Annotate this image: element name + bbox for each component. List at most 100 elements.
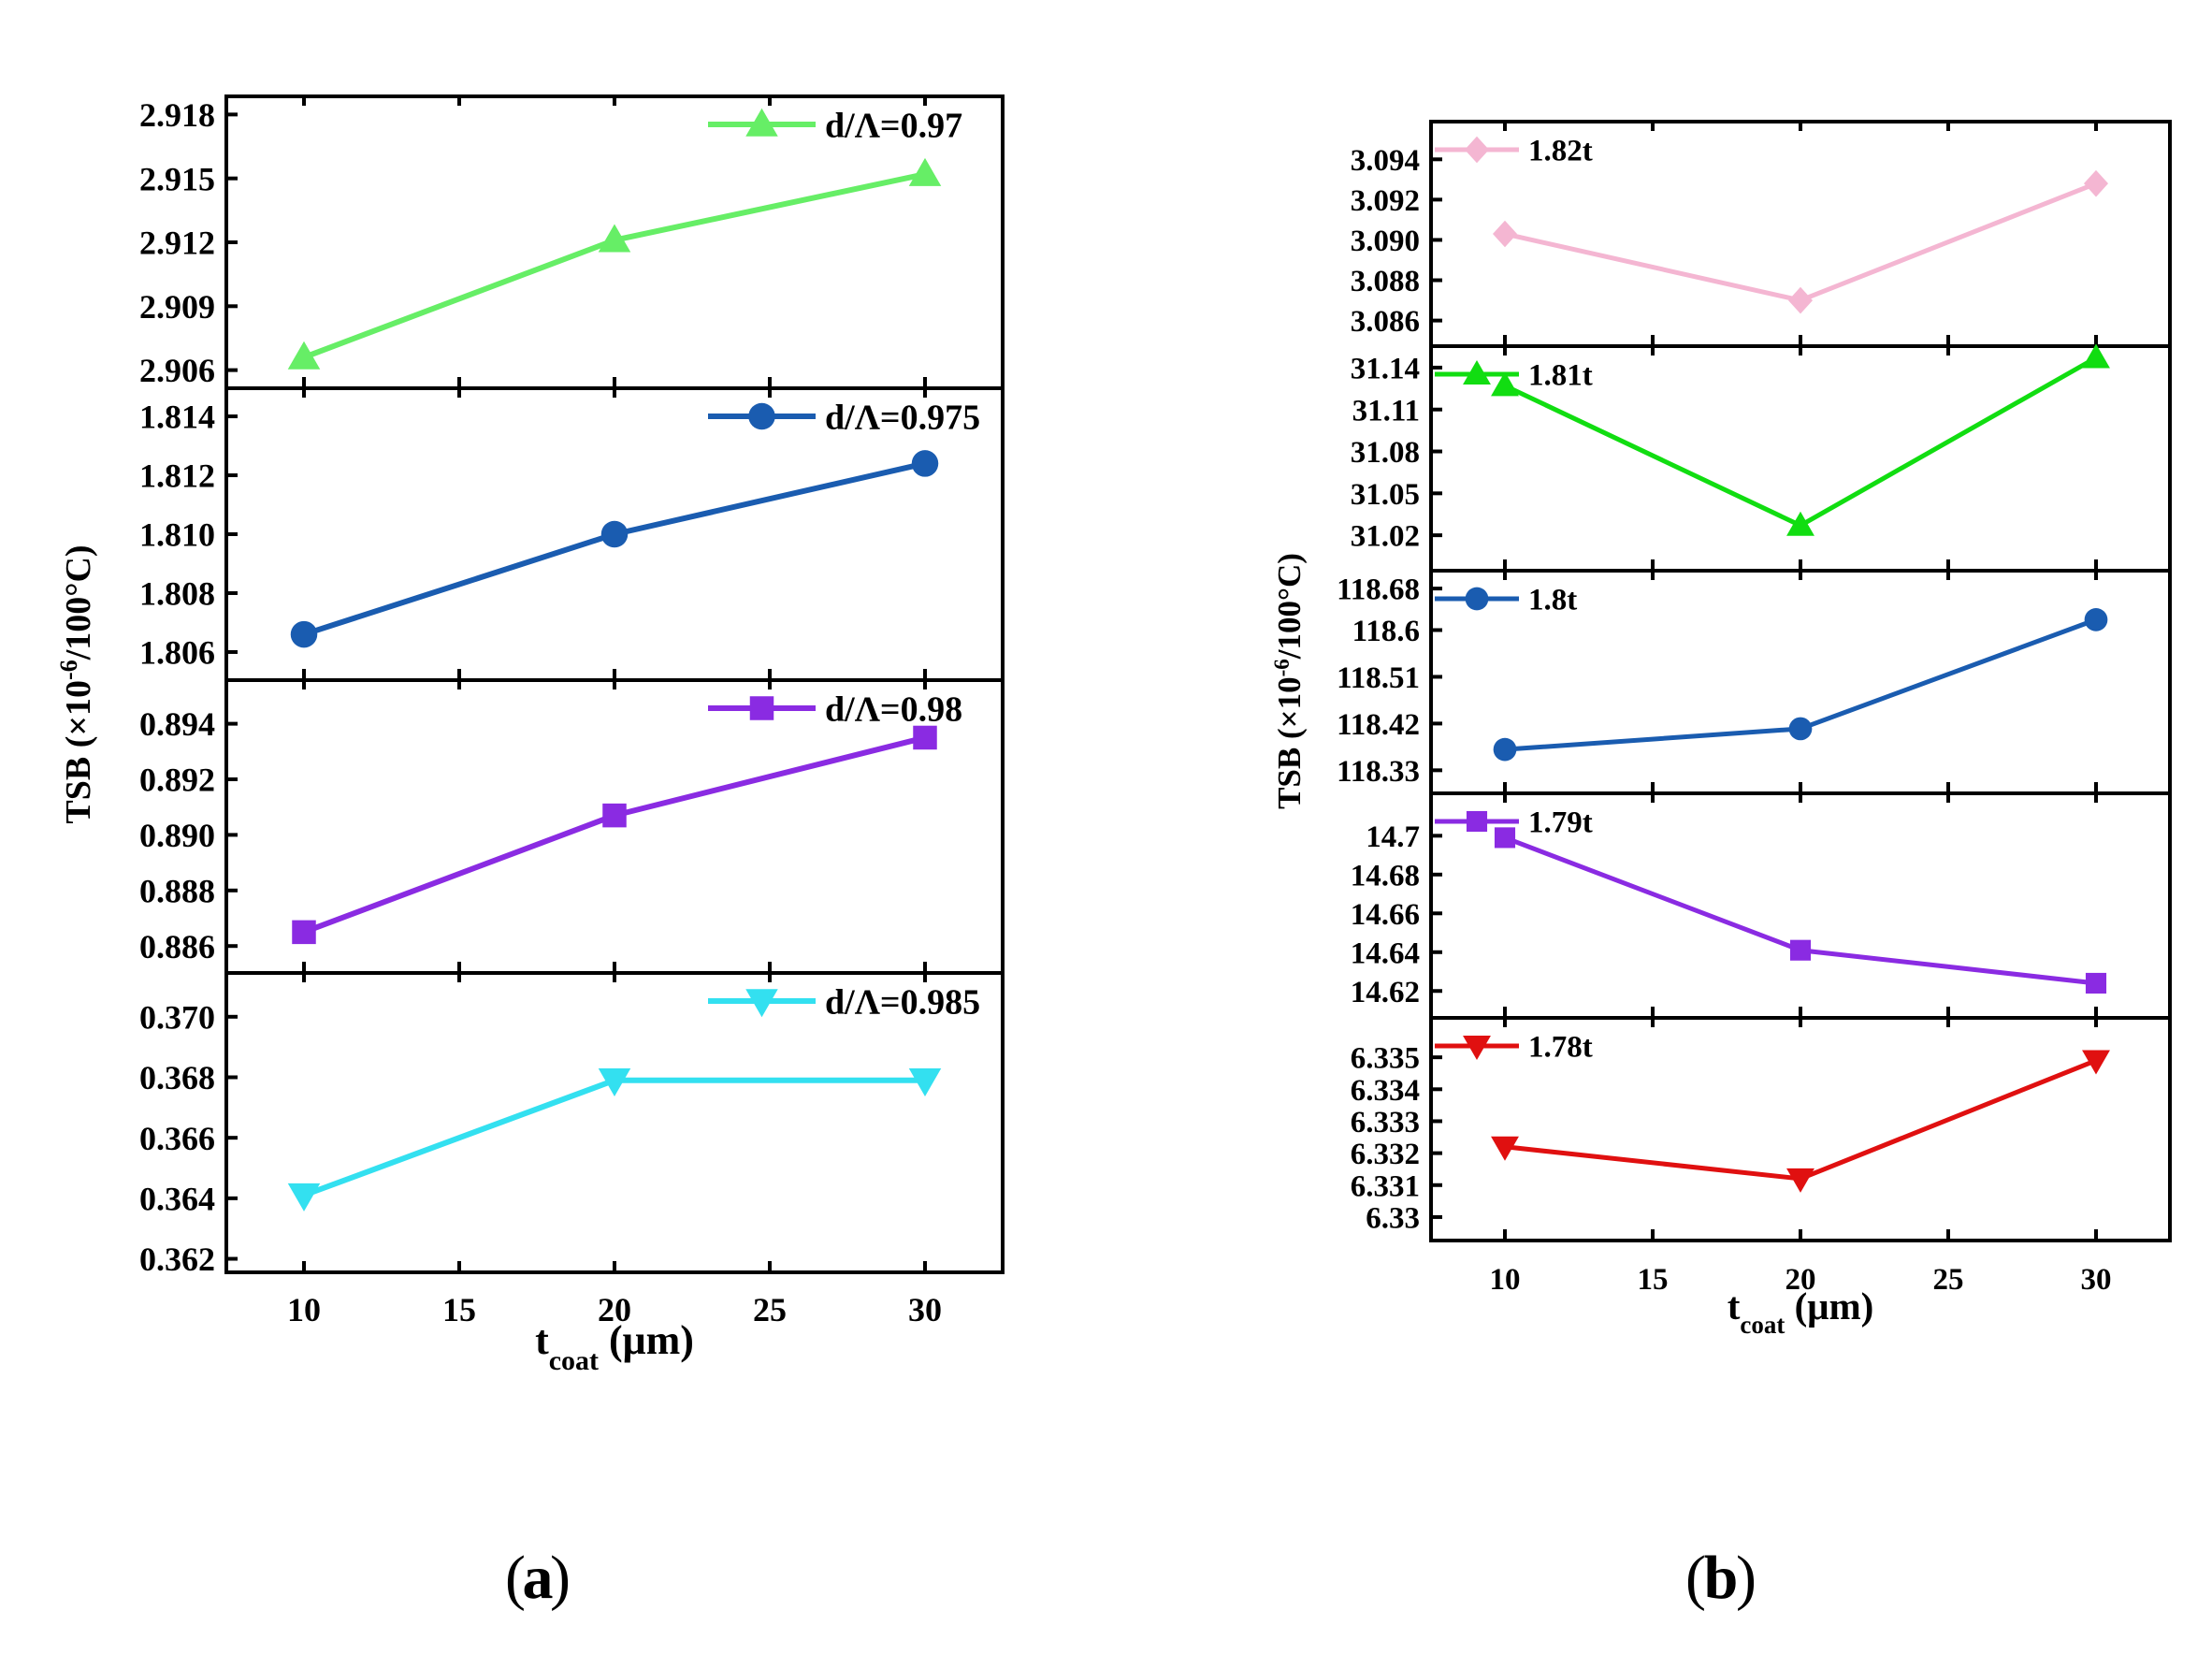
- y-tick-label: 31.02: [1351, 520, 1420, 554]
- legend-marker: [1466, 810, 1488, 833]
- y-tick-label: 118.42: [1337, 708, 1420, 742]
- panel-b-close-paren: ): [1736, 1544, 1757, 1612]
- y-axis-label-tail: /100°C): [59, 544, 98, 660]
- y-tick-label: 2.915: [139, 160, 215, 197]
- y-tick-label: 6.333: [1351, 1106, 1420, 1139]
- data-point: [911, 450, 939, 477]
- data-point: [598, 1067, 631, 1096]
- y-tick-label: 14.64: [1351, 936, 1420, 970]
- legend-marker: [1465, 136, 1489, 164]
- panel-a-open-paren: (: [505, 1544, 526, 1612]
- y-tick-label: 118.6: [1352, 615, 1420, 648]
- y-tick-label: 14.66: [1351, 898, 1420, 932]
- data-point: [2084, 608, 2108, 631]
- legend-label: d/Λ=0.975: [825, 398, 980, 437]
- y-tick-label: 0.886: [139, 928, 215, 965]
- x-tick-label: 15: [1638, 1263, 1669, 1297]
- y-tick-label: 118.33: [1337, 755, 1420, 789]
- data-point: [2082, 343, 2110, 369]
- data-point: [2085, 972, 2107, 994]
- data-point: [287, 1183, 321, 1212]
- y-tick-label: 6.332: [1351, 1138, 1420, 1171]
- x-axis-label-sub: coat: [549, 1345, 599, 1376]
- y-tick-label: 1.814: [139, 399, 215, 436]
- y-tick-label: 1.812: [139, 457, 215, 495]
- legend-label: 1.78t: [1528, 1031, 1593, 1065]
- panel-a-label: a: [523, 1544, 554, 1612]
- data-point: [2082, 1050, 2110, 1075]
- data-point: [1788, 286, 1813, 314]
- legend-label: d/Λ=0.985: [825, 982, 980, 1022]
- y-tick-label: 2.909: [139, 288, 215, 326]
- y-tick-label: 2.918: [139, 96, 215, 134]
- legend-marker: [748, 402, 775, 430]
- data-point: [1493, 737, 1517, 762]
- legend-label: d/Λ=0.97: [825, 106, 962, 145]
- y-tick-label: 0.370: [139, 998, 215, 1036]
- legend-marker: [1463, 1035, 1491, 1060]
- subplot-a-1: 1.806 1.808 1.810 1.812 1.814 d/Λ=0.975: [139, 386, 1005, 682]
- y-tick-label: 6.331: [1351, 1169, 1420, 1203]
- y-tick-label: 0.364: [139, 1180, 215, 1217]
- data-point: [1491, 371, 1519, 397]
- y-tick-label: 1.808: [139, 575, 215, 613]
- y-tick-label: 31.14: [1351, 352, 1420, 385]
- legend-label: 1.82t: [1528, 135, 1593, 168]
- data-point: [598, 224, 631, 253]
- panel-a-close-paren: ): [550, 1544, 571, 1612]
- x-tick-label: 10: [287, 1291, 321, 1328]
- data-point: [600, 520, 629, 548]
- legend-marker: [749, 696, 774, 720]
- x-tick-label: 20: [1786, 1263, 1816, 1297]
- y-tick-label: 0.368: [139, 1059, 215, 1096]
- y-tick-label: 31.08: [1351, 436, 1420, 470]
- panel-b-label: b: [1704, 1544, 1739, 1612]
- y-tick-label: 6.335: [1351, 1042, 1420, 1076]
- y-axis-label-tail: /100°C): [1271, 553, 1308, 660]
- data-point: [602, 803, 627, 828]
- x-tick-label: 25: [1933, 1263, 1964, 1297]
- legend-label: 1.8t: [1528, 584, 1577, 617]
- y-tick-label: 0.890: [139, 817, 215, 854]
- data-point: [1788, 717, 1813, 741]
- data-point: [2084, 169, 2108, 197]
- y-tick-label: 0.362: [139, 1241, 215, 1278]
- y-tick-label: 31.11: [1352, 394, 1420, 428]
- x-axis-label-sub: coat: [1740, 1311, 1785, 1339]
- y-tick-label: 0.366: [139, 1120, 215, 1157]
- legend-label: d/Λ=0.98: [825, 689, 962, 729]
- y-tick-label: 14.7: [1366, 820, 1420, 854]
- subplot-b-3: 14.62 14.64 14.66 14.68 14.7 1.79t: [1351, 791, 2172, 1020]
- data-point: [1491, 1136, 1519, 1161]
- y-tick-label: 6.334: [1351, 1074, 1420, 1108]
- y-axis-label: TSB (×10-6/100°C): [1270, 553, 1308, 809]
- legend-marker: [745, 989, 778, 1018]
- data-point: [1494, 827, 1516, 849]
- y-axis-label-sup: -6: [1270, 659, 1294, 676]
- x-tick-label: 30: [2081, 1263, 2112, 1297]
- x-tick-label: 10: [1490, 1263, 1521, 1297]
- data-point: [1789, 939, 1812, 961]
- x-tick-label: 25: [753, 1291, 787, 1328]
- y-tick-label: 118.68: [1337, 573, 1420, 607]
- y-tick-label: 3.094: [1351, 144, 1420, 178]
- legend-marker: [1463, 360, 1491, 385]
- y-tick-label: 1.806: [139, 634, 215, 672]
- data-point: [908, 157, 942, 186]
- y-axis-label-sup: -6: [55, 660, 82, 680]
- y-tick-label: 3.088: [1351, 265, 1420, 298]
- data-point: [1786, 1168, 1814, 1193]
- x-axis-label-tail: (μm): [599, 1317, 694, 1363]
- y-axis-label: TSB (×10-6/100°C): [55, 544, 99, 823]
- subplot-a-2: 0.886 0.888 0.890 0.892 0.894 d/Λ=0.98: [139, 678, 1005, 975]
- y-tick-label: 3.092: [1351, 184, 1420, 218]
- y-tick-label: 2.912: [139, 225, 215, 262]
- data-point: [287, 341, 321, 370]
- y-tick-label: 1.810: [139, 516, 215, 554]
- y-tick-label: 0.888: [139, 872, 215, 909]
- y-tick-label: 3.086: [1351, 305, 1420, 339]
- legend-marker: [1465, 587, 1489, 611]
- data-point: [290, 620, 318, 648]
- x-tick-label: 30: [908, 1291, 942, 1328]
